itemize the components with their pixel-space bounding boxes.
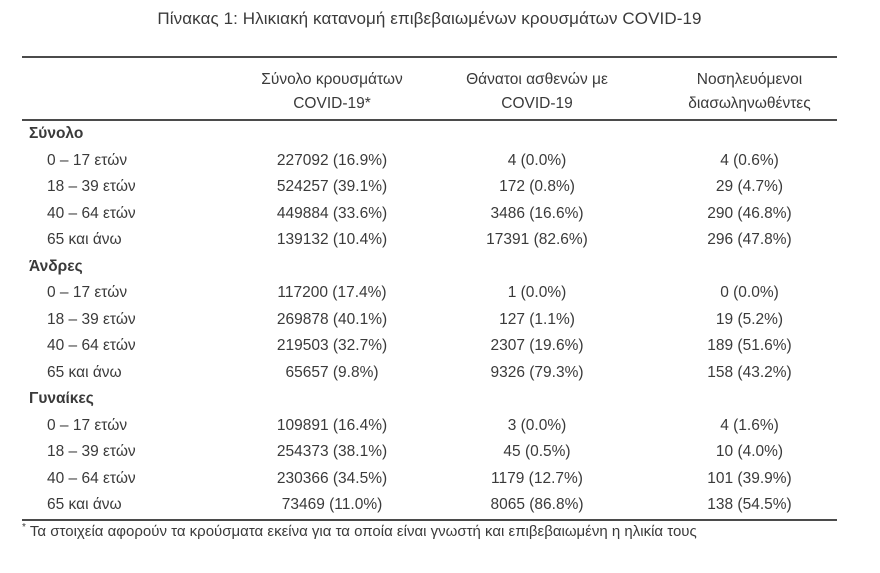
column-header-cases-line2: COVID-19* (293, 94, 371, 112)
header-row: Σύνολο κρουσμάτων COVID-19* Θάνατοι ασθε… (22, 57, 837, 121)
column-header-intubated: Νοσηλευόμενοι διασωληνωθέντες (662, 57, 837, 121)
column-header-deaths-line1: Θάνατοι ασθενών με (466, 70, 608, 88)
table-title: Πίνακας 1: Ηλικιακή κατανομή επιβεβαιωμέ… (157, 9, 702, 28)
cases-value: 109891 (16.4%) (276, 416, 388, 434)
header-empty (22, 57, 252, 121)
table-row: 0 – 17 ετών 117200 (17.4%) 1 (0.0%) 0 (0… (22, 280, 837, 307)
age-label: 18 – 39 ετών (47, 310, 136, 328)
table-row: 40 – 64 ετών 449884 (33.6%) 3486 (16.6%)… (22, 201, 837, 228)
cases-value: 139132 (10.4%) (276, 231, 388, 248)
intubated-value: 296 (47.8%) (707, 231, 792, 248)
column-header-intubated-line2: διασωληνωθέντες (688, 94, 811, 112)
intubated-value: 138 (54.5%) (707, 496, 792, 513)
table-row: 40 – 64 ετών 230366 (34.5%) 1179 (12.7%)… (22, 466, 837, 493)
footnote: * Τα στοιχεία αφορούν τα κρούσματα εκείνα… (22, 522, 842, 540)
cases-value: 65657 (9.8%) (285, 363, 379, 381)
intubated-value: 4 (0.6%) (720, 151, 779, 169)
age-label: 40 – 64 ετών (47, 204, 136, 222)
cases-value: 230366 (34.5%) (276, 469, 388, 487)
footnote-asterisk: * (22, 522, 26, 533)
covid-age-distribution-table: Σύνολο κρουσμάτων COVID-19* Θάνατοι ασθε… (22, 56, 837, 521)
column-header-cases: Σύνολο κρουσμάτων COVID-19* (252, 57, 412, 121)
deaths-value: 1 (0.0%) (507, 284, 567, 301)
age-label: 40 – 64 ετών (47, 337, 136, 354)
column-header-deaths: Θάνατοι ασθενών με COVID-19 (412, 57, 662, 121)
intubated-value: 10 (4.0%) (715, 443, 784, 460)
cases-value: 73469 (11.0%) (281, 496, 383, 513)
table-row: 18 – 39 ετών 269878 (40.1%) 127 (1.1%) 1… (22, 307, 837, 334)
table-row: 18 – 39 ετών 254373 (38.1%) 45 (0.5%) 10… (22, 439, 837, 466)
intubated-value: 29 (4.7%) (715, 178, 784, 195)
cases-value: 449884 (33.6%) (276, 204, 388, 222)
section-row-men: Άνδρες (22, 254, 837, 281)
age-label: 0 – 17 ετών (47, 416, 128, 434)
cases-value: 524257 (39.1%) (276, 178, 388, 195)
intubated-value: 189 (51.6%) (707, 337, 792, 354)
deaths-value: 9326 (79.3%) (490, 363, 584, 381)
intubated-value: 158 (43.2%) (707, 363, 792, 381)
table-header: Σύνολο κρουσμάτων COVID-19* Θάνατοι ασθε… (22, 57, 837, 121)
deaths-value: 1179 (12.7%) (491, 469, 583, 487)
table-body: Σύνολο 0 – 17 ετών 227092 (16.9%) 4 (0.0… (22, 120, 837, 520)
section-row-women: Γυναίκες (22, 386, 837, 413)
column-header-deaths-line2: COVID-19 (501, 94, 573, 112)
deaths-value: 4 (0.0%) (507, 151, 567, 169)
age-label: 0 – 17 ετών (47, 151, 128, 169)
section-row-total: Σύνολο (22, 120, 837, 148)
deaths-value: 3486 (16.6%) (490, 204, 584, 222)
intubated-value: 290 (46.8%) (707, 204, 792, 222)
age-label: 65 και άνω (47, 231, 122, 248)
table-row: 40 – 64 ετών 219503 (32.7%) 2307 (19.6%)… (22, 333, 837, 360)
section-label: Γυναίκες (29, 390, 94, 407)
section-label: Άνδρες (29, 257, 83, 275)
intubated-value: 4 (1.6%) (720, 416, 779, 434)
table-row: 65 και άνω 65657 (9.8%) 9326 (79.3%) 158… (22, 360, 837, 387)
intubated-value: 19 (5.2%) (715, 310, 784, 328)
deaths-value: 2307 (19.6%) (490, 337, 584, 354)
age-label: 0 – 17 ετών (47, 284, 128, 301)
column-header-cases-line1: Σύνολο κρουσμάτων (261, 70, 403, 88)
table-row: 0 – 17 ετών 227092 (16.9%) 4 (0.0%) 4 (0… (22, 148, 837, 175)
intubated-value: 0 (0.0%) (720, 284, 779, 301)
age-label: 65 και άνω (47, 496, 122, 513)
column-header-intubated-line1: Νοσηλευόμενοι (696, 70, 803, 88)
cases-value: 227092 (16.9%) (276, 151, 388, 169)
age-label: 65 και άνω (47, 363, 122, 381)
deaths-value: 45 (0.5%) (503, 443, 571, 460)
table-row: 18 – 39 ετών 524257 (39.1%) 172 (0.8%) 2… (22, 174, 837, 201)
cases-value: 254373 (38.1%) (276, 443, 388, 460)
age-label: 18 – 39 ετών (47, 443, 136, 460)
cases-value: 269878 (40.1%) (276, 310, 388, 328)
table-row: 65 και άνω 73469 (11.0%) 8065 (86.8%) 13… (22, 492, 837, 520)
deaths-value: 172 (0.8%) (499, 178, 575, 195)
cases-value: 219503 (32.7%) (276, 337, 388, 354)
age-label: 18 – 39 ετών (47, 178, 136, 195)
footnote-text: Τα στοιχεία αφορούν τα κρούσματα εκείνα … (29, 523, 697, 540)
deaths-value: 127 (1.1%) (499, 310, 575, 328)
table-row: 65 και άνω 139132 (10.4%) 17391 (82.6%) … (22, 227, 837, 254)
deaths-value: 8065 (86.8%) (490, 496, 584, 513)
deaths-value: 3 (0.0%) (507, 416, 567, 434)
cases-value: 117200 (17.4%) (277, 284, 387, 301)
deaths-value: 17391 (82.6%) (486, 231, 588, 248)
section-label: Σύνολο (29, 125, 84, 142)
table-row: 0 – 17 ετών 109891 (16.4%) 3 (0.0%) 4 (1… (22, 413, 837, 440)
age-label: 40 – 64 ετών (47, 469, 136, 487)
intubated-value: 101 (39.9%) (707, 469, 792, 487)
